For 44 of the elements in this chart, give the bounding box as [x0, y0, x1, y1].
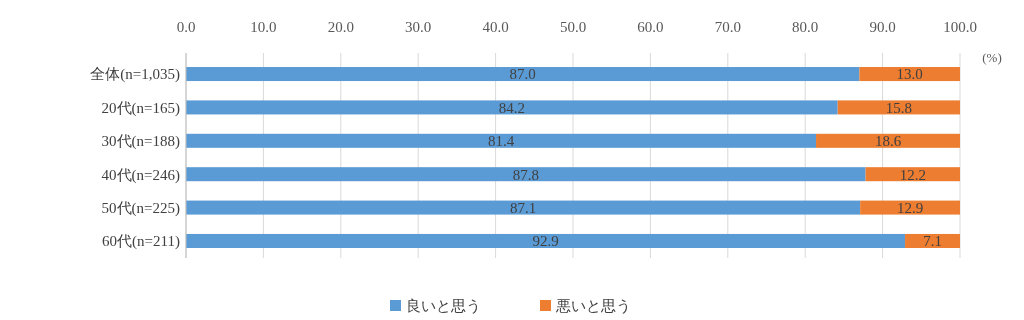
bar [837, 100, 960, 115]
y-tick-label: 全体(n=1,035) [90, 66, 180, 84]
bar [905, 233, 960, 248]
legend-label: 良いと思う [406, 298, 481, 315]
y-tick-label: 50代(n=225) [101, 199, 180, 217]
y-tick-label: 60代(n=211) [102, 233, 180, 251]
data-label: 92.9 [532, 233, 559, 250]
bar [186, 100, 838, 115]
x-tick-label: 60.0 [637, 19, 664, 35]
bar [186, 200, 861, 215]
x-tick-label: 0.0 [176, 19, 196, 35]
legend-label: 悪いと思う [555, 298, 631, 315]
y-tick-label: 20代(n=165) [101, 99, 180, 117]
bar [186, 67, 860, 82]
data-label: 87.0 [509, 66, 536, 83]
bar [859, 67, 960, 82]
data-label: 7.1 [923, 233, 942, 250]
data-label: 13.0 [896, 66, 923, 83]
bar [865, 167, 960, 182]
bar [186, 133, 817, 148]
x-tick-label: 40.0 [482, 19, 509, 35]
data-label: 12.2 [899, 166, 926, 183]
x-tick-label: 90.0 [869, 19, 896, 35]
data-label: 12.9 [896, 199, 924, 216]
x-tick-label: 100.0 [943, 19, 977, 35]
x-axis-title: (%) [982, 50, 1002, 65]
x-tick-label: 30.0 [405, 19, 432, 35]
x-tick-label: 10.0 [250, 19, 277, 35]
data-label: 87.8 [512, 166, 539, 183]
data-label: 18.6 [874, 133, 902, 150]
data-label: 15.8 [885, 99, 912, 116]
bar [186, 233, 906, 248]
data-label: 84.2 [498, 99, 525, 116]
x-tick-label: 20.0 [327, 19, 354, 35]
bar [186, 167, 866, 182]
y-tick-label: 30代(n=188) [101, 133, 180, 151]
y-tick-label: 40代(n=246) [101, 166, 180, 184]
data-label: 87.1 [509, 199, 537, 216]
bar [816, 133, 960, 148]
x-tick-label: 50.0 [559, 19, 587, 35]
x-tick-label: 70.0 [714, 19, 741, 35]
data-label: 81.4 [487, 133, 515, 150]
x-tick-label: 80.0 [792, 19, 819, 35]
bar [860, 200, 960, 215]
